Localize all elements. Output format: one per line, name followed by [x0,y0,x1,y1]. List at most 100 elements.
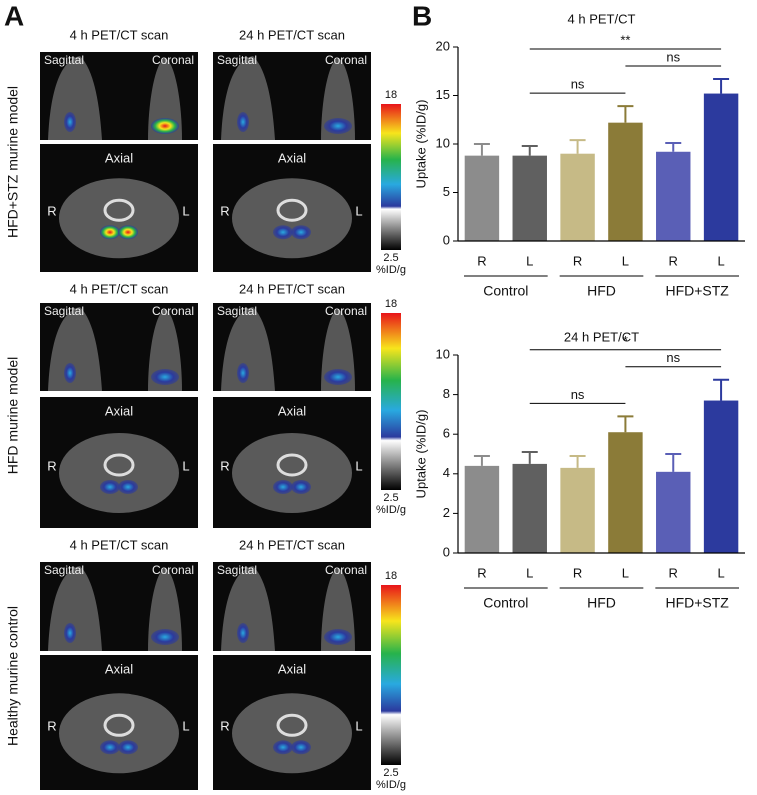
group-label: HFD+STZ [665,595,729,611]
x-tick-label: L [622,253,629,268]
x-tick-label: L [526,565,533,580]
uptake [64,112,76,132]
group-label: Control [483,283,528,299]
view-label: Coronal [152,563,194,577]
side-label: L [355,719,362,734]
bar [560,467,595,553]
view-label: Axial [105,403,133,418]
scale-min: 2.5 [383,767,398,779]
uptake [324,629,352,645]
view-label: Coronal [325,563,367,577]
axial-spine [103,713,135,737]
color-scale [381,585,401,765]
sagittal-body [221,566,275,651]
y-axis-label: Uptake (%ID/g) [413,410,428,499]
sagittal-body [48,307,102,391]
error-bar [617,105,634,123]
scan-images: Sagittal Coronal Axial R L [213,303,371,528]
view-label: Sagittal [44,53,84,67]
scale-max: 18 [385,89,397,101]
scan-images: Sagittal Coronal Axial R L [213,52,371,272]
bar [464,465,500,553]
uptake [118,479,138,494]
x-tick-label: L [622,565,629,580]
bar [656,151,691,241]
error-bar [713,78,730,94]
sagittal-body [48,56,102,140]
uptake [324,118,352,134]
row-label: Healthy murine control [5,606,21,746]
sagittal-body [221,56,275,140]
axial-body [232,693,352,774]
scan-title: 24 h PET/CT scan [239,27,345,42]
x-tick-label: R [573,565,582,580]
scan-images: Sagittal Coronal Axial R L [213,562,371,790]
y-tick-label: 6 [443,426,450,441]
coronal-body [321,568,355,651]
chart-title: 4 h PET/CT [568,11,636,26]
y-tick-label: 20 [436,38,450,53]
panel-label: B [412,0,432,31]
y-axis-label: Uptake (%ID/g) [413,100,428,189]
view-label: Coronal [325,304,367,318]
color-scale [381,313,401,490]
uptake [100,225,120,240]
error-bar [521,451,538,464]
view-label: Coronal [152,53,194,67]
bar [703,93,739,241]
uptake [273,225,293,240]
scan-images: Sagittal Coronal Axial R L [40,52,198,272]
error-bar [473,143,490,156]
y-tick-label: 4 [443,465,450,480]
y-tick-label: 0 [443,232,450,247]
color-scale [381,104,401,250]
side-label: R [47,204,56,219]
x-tick-label: L [717,253,724,268]
side-label: L [182,204,189,219]
x-tick-label: L [717,565,724,580]
scan-images: Sagittal Coronal Axial R L [40,562,198,790]
group-label: HFD [587,595,616,611]
scale-unit: %ID/g [376,264,406,276]
view-label: Coronal [325,53,367,67]
view-label: Axial [278,403,306,418]
bar [560,153,595,241]
side-label: L [355,204,362,219]
scan-title: 4 h PET/CT scan [70,27,169,42]
uptake [237,363,249,383]
uptake [151,369,179,385]
scan-title: 4 h PET/CT scan [70,281,169,296]
view-label: Axial [278,661,306,676]
chart-title: 24 h PET/CT [564,329,639,344]
coronal-body [148,58,182,140]
group-label: Control [483,595,528,611]
scan-title: 24 h PET/CT scan [239,281,345,296]
bar [512,463,547,553]
uptake [151,118,179,134]
scale-unit: %ID/g [376,779,406,791]
y-tick-label: 2 [443,505,450,520]
axial-spine [276,453,308,477]
error-bar [665,142,682,152]
bar [464,155,500,241]
axial-body [59,178,179,259]
bar [512,155,547,241]
x-tick-label: R [669,253,678,268]
significance-label: ns [571,77,585,92]
uptake [273,479,293,494]
y-tick-label: 15 [436,87,450,102]
x-tick-label: R [573,253,582,268]
y-tick-label: 5 [443,184,450,199]
coronal-body [321,58,355,140]
uptake [118,225,138,240]
scale-max: 18 [385,570,397,582]
coronal-body [148,309,182,391]
group-label: HFD [587,283,616,299]
x-tick-label: L [526,253,533,268]
scan-title: 4 h PET/CT scan [70,537,169,552]
axial-spine [103,198,135,222]
error-bar [713,378,730,401]
axial-body [232,178,352,259]
uptake [118,740,138,755]
